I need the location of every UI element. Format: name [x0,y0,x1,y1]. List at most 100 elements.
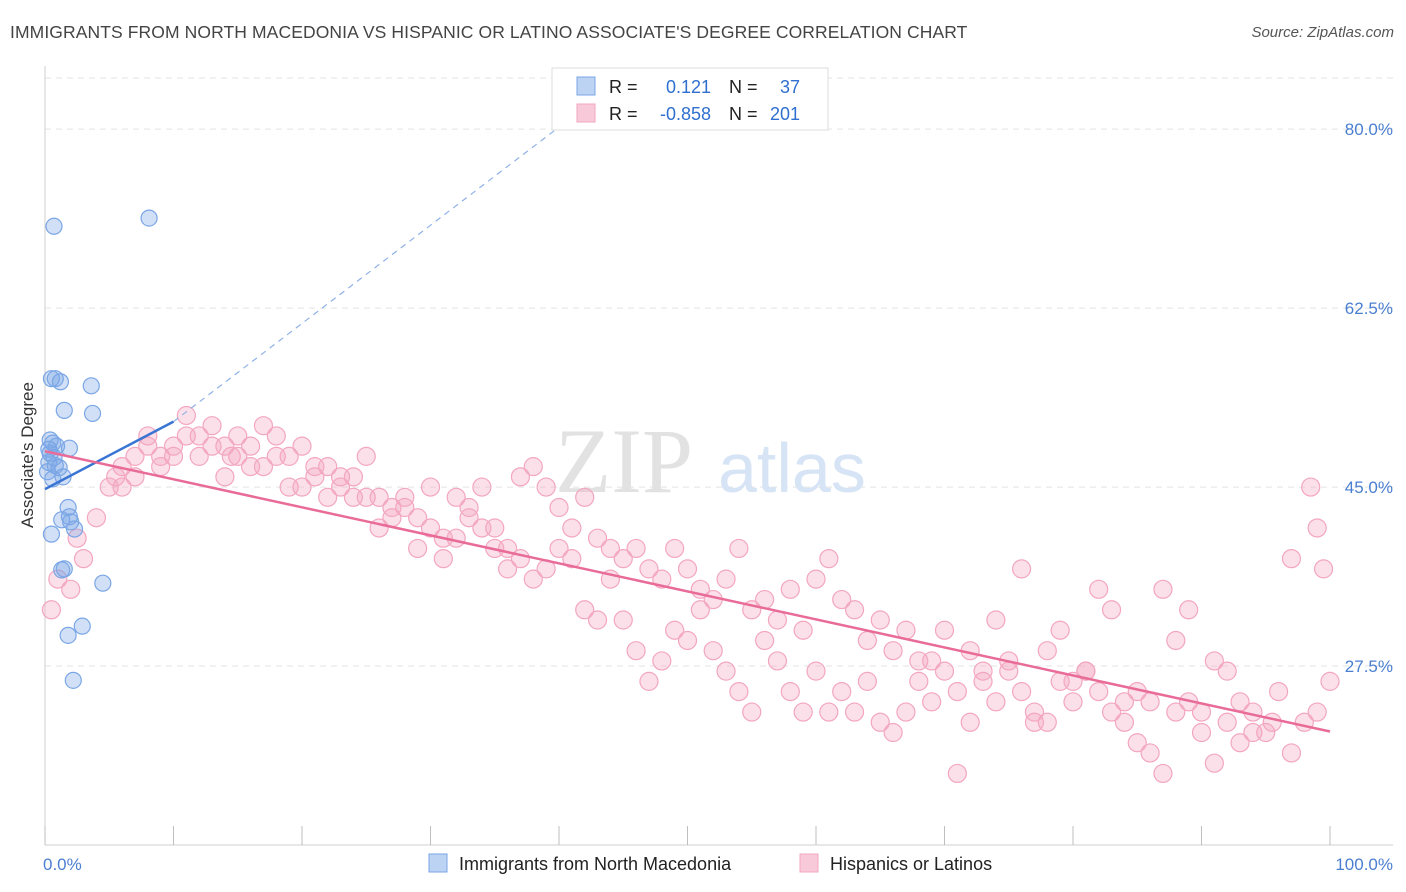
hispanic-point-57 [729,538,749,559]
hispanic-point-108 [1262,712,1282,732]
hispanic-point-81 [1037,641,1057,661]
hispanic-point-41 [523,457,543,477]
macedonia-point-1 [140,209,158,227]
hispanic-point-138 [870,712,890,732]
macedonia-series [38,209,158,689]
hispanic-point-122 [1076,661,1096,681]
y-tick-label-0: 80.0% [1345,120,1393,139]
watermark-atlas: atlas [718,429,866,507]
hispanic-point-149 [729,681,749,702]
hispanic-point-53 [677,559,698,579]
hispanic-point-135 [909,651,929,671]
hispanic-point-114 [1179,600,1199,620]
hispanic-point-66 [844,600,865,620]
hispanic-point-88 [1127,733,1147,753]
macedonia-point-3 [46,370,64,388]
trend-lines [44,77,1331,733]
y-tick-label-2: 45.0% [1345,478,1393,497]
hispanic-point-31 [395,487,415,507]
hispanic-point-12 [163,436,184,456]
hispanic-point-109 [1243,722,1263,743]
legend-n-value-1: 37 [780,77,800,97]
hispanic-point-1 [41,600,62,620]
hispanic-point-181 [318,487,338,507]
hispanic-point-147 [754,630,775,651]
hispanic-point-80 [1024,702,1045,722]
watermark-zip: ZIP [555,410,693,512]
legend-r-value-2: -0.858 [660,104,711,124]
hispanic-point-134 [922,692,942,712]
hispanic-point-186 [253,416,274,436]
hispanic-point-65 [832,589,852,610]
hispanic-point-28 [356,446,376,466]
hispanic-point-24 [305,467,325,487]
hispanic-point-44 [562,518,582,538]
hispanic-point-62 [793,620,813,640]
hispanic-point-174 [408,538,428,559]
hispanic-point-103 [1320,671,1340,691]
hispanic-point-69 [883,641,903,661]
hispanic-point-175 [395,497,415,518]
hispanic-point-79 [1011,681,1032,702]
hispanic-point-129 [986,610,1006,630]
hispanic-point-32 [408,508,428,528]
legend-n-label-1: N = [729,77,758,97]
hispanic-point-119 [1114,692,1135,712]
hispanic-point-121 [1089,579,1109,599]
hispanic-point-171 [446,528,466,548]
hispanic-point-49 [626,538,646,559]
hispanic-trend-line [44,450,1331,733]
hispanic-point-33 [420,477,441,497]
hispanic-point-26 [330,477,351,497]
hispanic-point-86 [1101,702,1122,722]
hispanic-point-127 [1011,559,1032,579]
macedonia-point-7 [83,404,102,423]
hispanic-point-187 [241,436,261,456]
hispanic-point-61 [780,579,800,599]
hispanic-point-37 [472,477,492,497]
hispanic-point-76 [973,671,993,691]
hispanic-point-158 [613,610,633,630]
hispanic-point-10 [138,436,158,456]
hispanic-point-142 [819,702,839,722]
hispanic-point-95 [1217,712,1237,732]
hispanic-point-169 [472,518,492,538]
stats-legend: R = 0.121 N = 37 R = -0.858 N = 201 [551,67,829,131]
hispanic-point-139 [857,671,878,691]
hispanic-point-2 [61,579,81,599]
hispanic-point-18 [228,426,248,446]
hispanic-point-152 [690,600,710,620]
hispanic-point-85 [1089,681,1109,702]
hispanic-point-89 [1140,743,1160,763]
hispanic-point-40 [510,467,531,487]
hispanic-point-179 [343,487,363,507]
tick-labels: 80.0% 62.5% 45.0% 27.5% 0.0% 100.0% [43,120,1393,874]
hispanic-point-124 [1050,620,1070,640]
hispanic-point-35 [446,487,466,507]
hispanic-point-160 [587,610,608,630]
hispanic-point-20 [253,457,274,477]
hispanic-point-15 [202,416,222,436]
x-tick-label-0: 0.0% [43,855,82,874]
hispanic-point-170 [459,508,479,528]
macedonia-point-26 [42,525,61,543]
hispanic-point-83 [1063,692,1083,712]
hispanic-point-188 [228,446,248,466]
hispanic-point-194 [151,457,171,477]
hispanic-point-0 [48,569,68,589]
hispanic-point-93 [1191,722,1212,743]
hispanic-point-151 [703,641,723,661]
macedonia-point-0 [45,217,63,235]
hispanic-point-74 [947,681,967,702]
hispanic-point-112 [1204,651,1224,671]
series-legend: Immigrants from North Macedonia Hispanic… [428,853,992,874]
legend-swatch-blue [576,76,596,96]
series-legend-swatch-pink [799,853,819,873]
hispanic-point-191 [189,426,209,446]
hispanic-point-110 [1230,733,1250,753]
stats-legend-box [551,67,829,131]
macedonia-point-25 [65,520,84,538]
hispanic-point-128 [999,661,1019,681]
series-legend-label-1: Immigrants from North Macedonia [459,854,732,874]
